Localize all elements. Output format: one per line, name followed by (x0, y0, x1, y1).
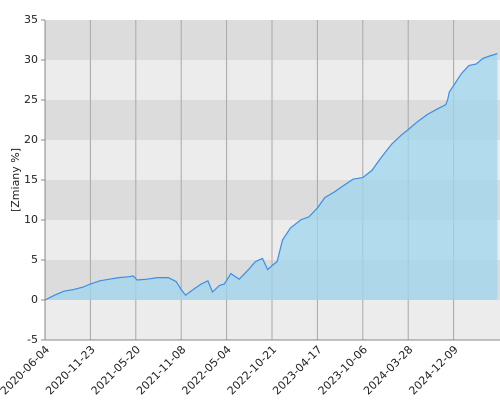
y-tick-label: 10 (24, 213, 38, 226)
x-tick-label: 2024-12-09 (406, 343, 460, 397)
y-tick-label: 20 (24, 133, 38, 146)
y-tick-label: 5 (31, 253, 38, 266)
y-tick-label: 25 (24, 93, 38, 106)
line (44, 53, 498, 301)
y-axis-label: [Zmiany %] (9, 148, 22, 212)
y-tick-label: 0 (31, 293, 38, 306)
y-tick-label: 15 (24, 173, 38, 186)
y-tick-label: -5 (27, 333, 38, 346)
area (45, 53, 498, 300)
y-tick-label: 35 (24, 13, 38, 26)
y-tick-label: 30 (24, 53, 38, 66)
